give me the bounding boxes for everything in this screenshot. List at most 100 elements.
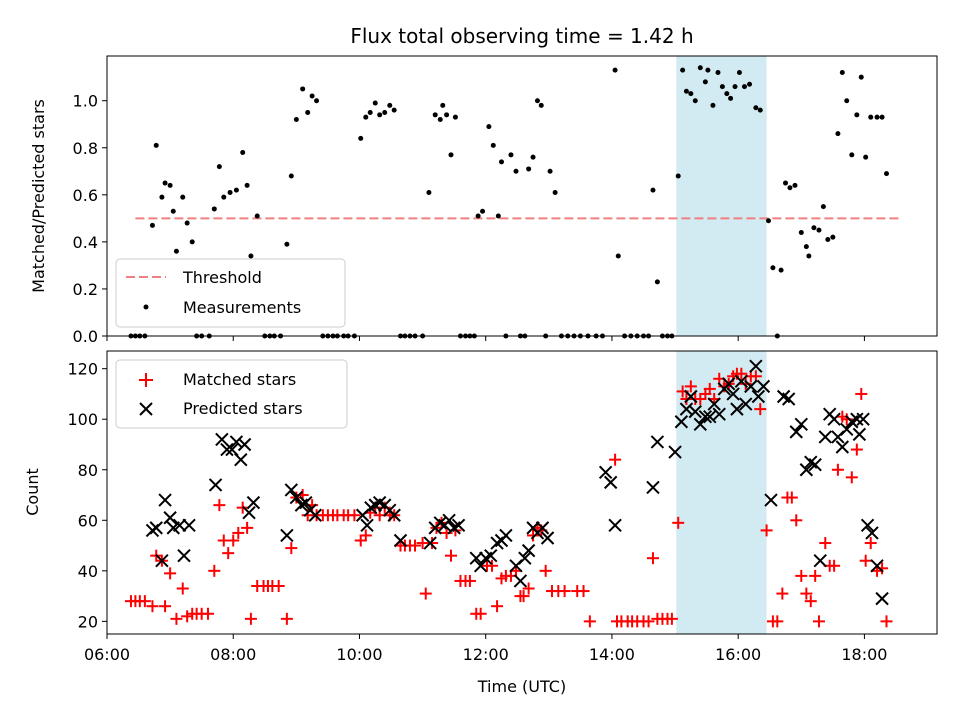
- measurement-point: [719, 84, 725, 90]
- x-tick-label: 08:00: [210, 645, 256, 664]
- predicted-point: [284, 483, 299, 497]
- matched-point: [828, 559, 841, 572]
- legend-predicted-swatch: [139, 402, 153, 416]
- predicted-point: [781, 392, 796, 406]
- matched-point: [176, 582, 189, 595]
- matched-point: [672, 516, 685, 529]
- measurement-point: [254, 213, 260, 219]
- matched-point: [213, 499, 226, 512]
- predicted-point: [521, 543, 536, 558]
- matched-point: [164, 567, 177, 580]
- measurement-point: [839, 69, 845, 75]
- bottom-legend: Matched stars Predicted stars: [115, 359, 348, 429]
- predicted-point: [360, 518, 374, 533]
- measurement-point: [480, 208, 486, 214]
- measurement-point: [363, 114, 369, 120]
- measurement-point: [654, 279, 660, 285]
- x-tick-label: 06:00: [84, 645, 130, 664]
- bottom-legend-box: [115, 359, 348, 429]
- measurement-point: [189, 239, 195, 245]
- measurement-point: [858, 74, 864, 80]
- matched-point: [354, 534, 367, 547]
- measurement-point: [288, 173, 294, 179]
- measurement-point: [149, 222, 155, 228]
- matched-point: [146, 600, 159, 613]
- matched-point: [760, 524, 773, 537]
- measurement-point: [675, 173, 681, 179]
- measurement-point: [170, 208, 176, 214]
- legend-predicted-label: Predicted stars: [183, 399, 303, 418]
- measurement-point: [724, 91, 730, 97]
- matched-point: [850, 443, 863, 456]
- matched-point: [426, 537, 439, 550]
- matched-point: [227, 534, 240, 547]
- measurement-point: [552, 189, 558, 195]
- predicted-point: [473, 559, 488, 573]
- matched-point: [800, 587, 813, 600]
- predicted-point: [308, 508, 322, 522]
- measurement-point: [244, 182, 250, 188]
- matched-point: [845, 471, 858, 484]
- bottom-y-ticks: 20 40 60 80 100 120: [67, 360, 107, 631]
- measurement-point: [783, 180, 789, 186]
- matched-point: [474, 607, 487, 620]
- matched-point: [840, 413, 853, 426]
- top-y-tick-label: 0.8: [73, 139, 98, 158]
- matched-point: [208, 564, 221, 577]
- predicted-point: [674, 415, 689, 429]
- predicted-point: [813, 554, 827, 568]
- measurement-point: [798, 229, 804, 235]
- matched-point: [201, 607, 214, 620]
- matched-point: [409, 539, 422, 552]
- predicted-point: [679, 402, 694, 416]
- measurement-point: [490, 142, 496, 148]
- predicted-point: [177, 548, 191, 563]
- predicted-point: [865, 526, 879, 540]
- predicted-point: [155, 554, 169, 568]
- predicted-point: [835, 440, 850, 454]
- measurement-point: [153, 142, 159, 148]
- matched-point: [785, 491, 798, 504]
- measurement-point: [216, 164, 222, 170]
- measurement-point: [448, 152, 454, 158]
- measurement-point: [816, 227, 822, 233]
- predicted-point: [808, 457, 822, 472]
- top-legend-box: [115, 258, 346, 328]
- matched-point: [522, 582, 535, 595]
- measurement-point: [173, 248, 179, 254]
- measurement-point: [757, 107, 763, 113]
- measurement-point: [498, 159, 504, 165]
- measurement-point: [486, 124, 492, 130]
- top-legend: Threshold Measurements: [115, 258, 346, 328]
- predicted-point: [688, 404, 702, 419]
- predicted-point: [246, 495, 261, 510]
- measurement-point: [221, 194, 227, 200]
- predicted-point: [693, 417, 708, 431]
- measurement-point: [233, 187, 239, 193]
- measurement-point: [240, 149, 246, 155]
- bottom-highlight-span: [676, 351, 767, 634]
- predicted-point: [712, 407, 726, 421]
- predicted-point: [469, 551, 483, 565]
- top-y-axis-label: Matched/Predicted stars: [29, 99, 48, 293]
- matched-point: [359, 529, 372, 542]
- matched-point: [463, 574, 476, 587]
- matched-point: [703, 382, 716, 395]
- predicted-point: [215, 432, 229, 447]
- measurement-point: [547, 168, 553, 174]
- measurement-point: [692, 98, 698, 104]
- predicted-point: [749, 359, 763, 373]
- predicted-point: [650, 435, 665, 449]
- measurement-point: [513, 168, 519, 174]
- measurement-point: [844, 98, 850, 104]
- matched-point: [486, 559, 499, 572]
- predicted-point: [182, 518, 196, 533]
- measurement-point: [792, 182, 798, 188]
- matched-point: [241, 521, 254, 534]
- bottom-panel: 20 40 60 80 100 120 06:00 08:00 10:00 12:00 14:00…: [23, 350, 938, 696]
- measurement-point: [530, 154, 536, 160]
- measurement-point: [825, 237, 831, 243]
- predicted-point: [242, 506, 256, 520]
- matched-point: [754, 403, 767, 416]
